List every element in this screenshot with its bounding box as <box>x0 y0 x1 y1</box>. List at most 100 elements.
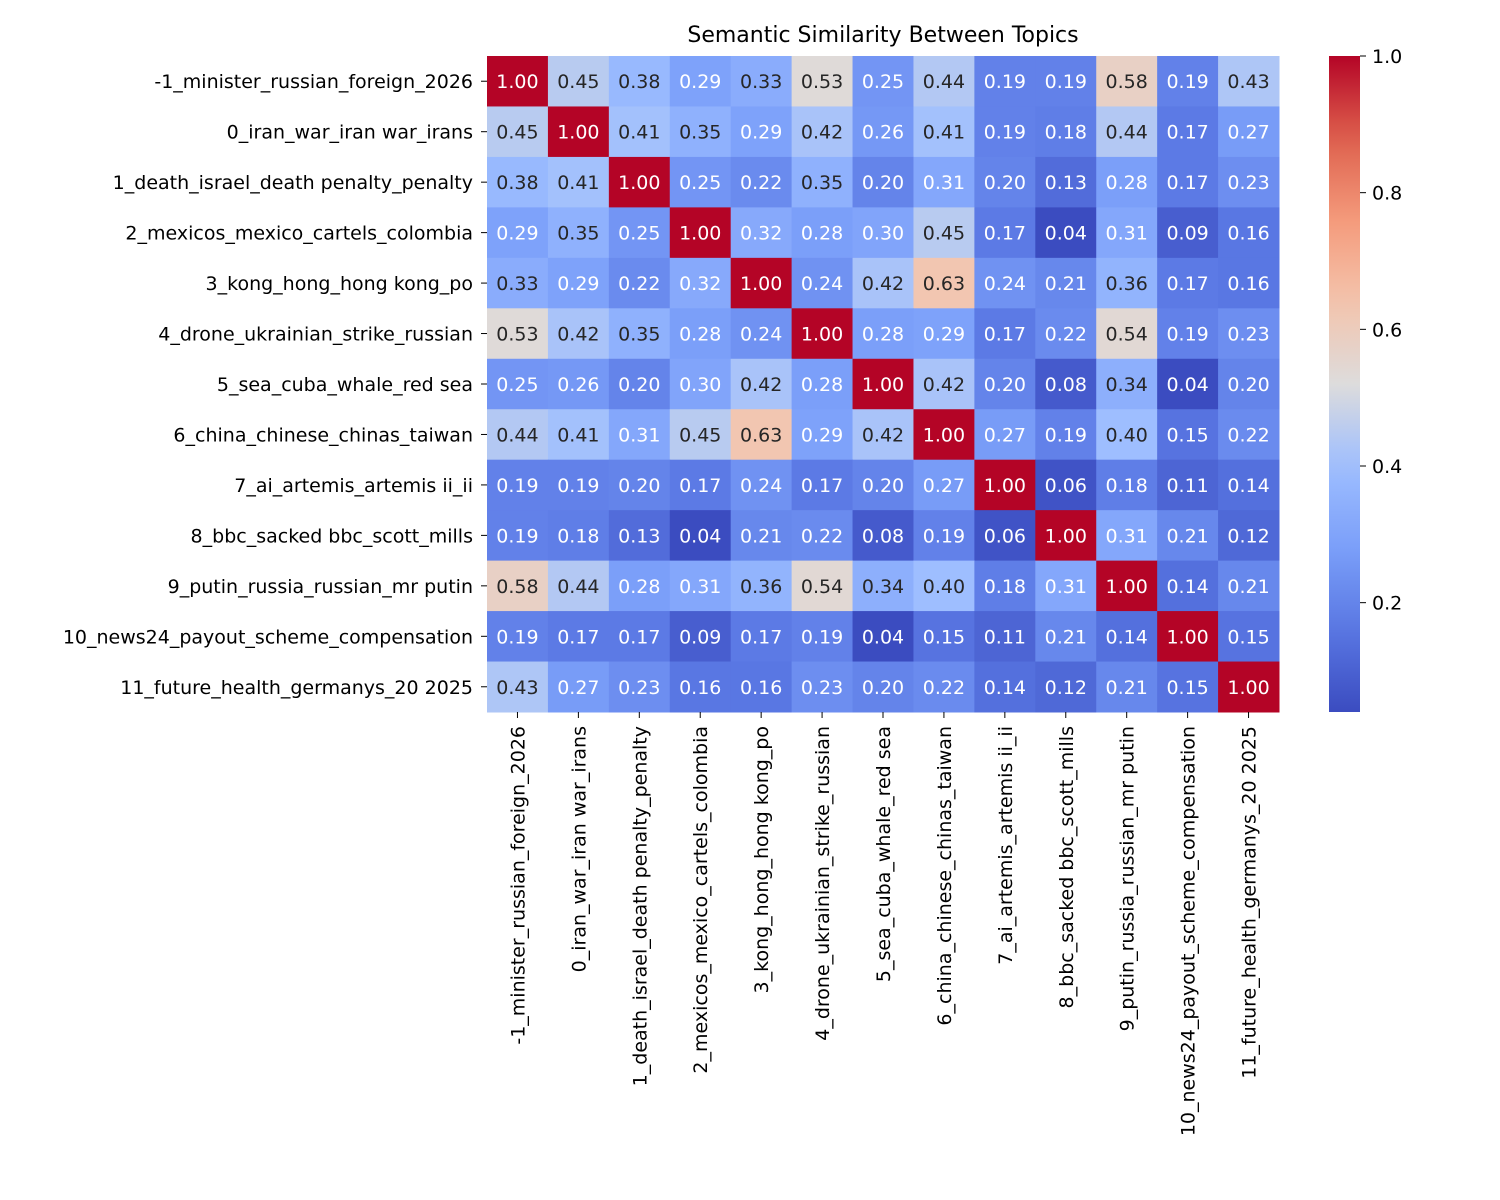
cell-value-label: 0.42 <box>923 374 965 396</box>
heatmap-cell <box>1035 510 1097 562</box>
y-tick-label: 6_china_chinese_chinas_taiwan <box>173 424 473 446</box>
heatmap-cell <box>1035 156 1097 208</box>
heatmap-cell <box>974 56 1036 107</box>
cell-value-label: 0.35 <box>679 122 721 144</box>
cell-value-label: 0.19 <box>496 475 538 497</box>
cell-value-label: 0.15 <box>1166 677 1208 699</box>
cell-value-label: 0.18 <box>984 576 1026 598</box>
heatmap-cell <box>1218 510 1280 562</box>
heatmap-cell <box>487 409 549 461</box>
cell-value-label: 1.00 <box>1166 626 1208 648</box>
cell-value-label: 0.29 <box>923 324 965 346</box>
heatmap-cell <box>669 510 732 562</box>
x-tick-label: 10_news24_payout_scheme_compensation <box>1178 726 1200 1136</box>
heatmap-cell <box>852 106 914 158</box>
cell-value-label: 0.42 <box>801 122 843 144</box>
cell-value-label: 0.12 <box>1227 525 1269 547</box>
cell-value-label: 0.19 <box>1045 71 1087 93</box>
heatmap-cell <box>974 257 1036 309</box>
colorbar-tick-label: 0.2 <box>1372 593 1402 615</box>
x-tick-label: 5_sea_cuba_whale_red sea <box>873 726 895 982</box>
cell-value-label: 0.38 <box>496 172 538 194</box>
y-tick-label: 10_news24_payout_scheme_compensation <box>63 626 473 648</box>
heatmap-cell <box>487 207 549 259</box>
cell-value-label: 0.36 <box>1106 273 1148 295</box>
cell-value-label: 0.19 <box>1166 71 1208 93</box>
heatmap-cell <box>1035 661 1097 713</box>
heatmap-cell <box>608 56 671 107</box>
heatmap-cell <box>669 257 732 309</box>
heatmap-cell <box>1157 661 1219 713</box>
cell-value-label: 0.19 <box>557 475 599 497</box>
heatmap-cell <box>1035 611 1097 663</box>
cell-value-label: 0.22 <box>801 525 843 547</box>
cell-value-label: 0.22 <box>1045 324 1087 346</box>
y-tick-label: 2_mexicos_mexico_cartels_colombia <box>125 223 473 245</box>
cell-value-label: 0.63 <box>923 273 965 295</box>
heatmap-cell <box>974 611 1036 663</box>
cell-value-label: 1.00 <box>1045 525 1087 547</box>
heatmap-cell <box>791 257 854 309</box>
heatmap-cell <box>547 510 610 562</box>
cell-value-label: 0.19 <box>496 525 538 547</box>
cell-value-label: 0.17 <box>557 626 599 648</box>
cell-value-label: 0.28 <box>618 576 660 598</box>
heatmap-cell <box>608 661 671 713</box>
heatmap-cell <box>1035 358 1097 410</box>
heatmap-cell <box>913 257 975 309</box>
cell-value-label: 0.20 <box>984 172 1026 194</box>
cell-value-label: 0.26 <box>557 374 599 396</box>
cell-value-label: 0.34 <box>862 576 904 598</box>
cell-value-label: 0.13 <box>618 525 660 547</box>
colorbar-tick-label: 0.8 <box>1372 183 1402 205</box>
heatmap-cell <box>547 661 610 713</box>
cell-value-label: 0.19 <box>1045 424 1087 446</box>
heatmap-cell <box>1157 56 1219 107</box>
heatmap-cell <box>487 611 549 663</box>
heatmap-cell <box>913 56 975 107</box>
heatmap-cell <box>1218 156 1280 208</box>
cell-value-label: 0.26 <box>862 122 904 144</box>
heatmap-cell <box>1157 358 1219 410</box>
heatmap-cell <box>487 459 549 511</box>
cell-value-label: 0.17 <box>801 475 843 497</box>
cell-value-label: 0.19 <box>496 626 538 648</box>
heatmap-cell <box>1096 510 1158 562</box>
cell-value-label: 0.44 <box>923 71 965 93</box>
cell-value-label: 0.15 <box>923 626 965 648</box>
cell-value-label: 0.21 <box>1106 677 1148 699</box>
cell-value-label: 0.20 <box>862 475 904 497</box>
x-tick-label: 0_iran_war_iran war_irans <box>568 726 590 972</box>
cell-value-label: 0.24 <box>984 273 1026 295</box>
heatmap-cell <box>791 308 854 360</box>
cell-value-label: 1.00 <box>618 172 660 194</box>
heatmap-cell <box>974 409 1036 461</box>
heatmap-cell <box>730 257 793 309</box>
cell-value-label: 0.18 <box>1045 122 1087 144</box>
cell-value-label: 0.22 <box>740 172 782 194</box>
cell-value-label: 0.19 <box>1166 324 1208 346</box>
heatmap-cell <box>608 257 671 309</box>
heatmap-cell <box>608 611 671 663</box>
heatmap-cell <box>852 560 914 612</box>
heatmap-cell <box>730 207 793 259</box>
cell-value-label: 0.12 <box>1045 677 1087 699</box>
heatmap-cell <box>974 308 1036 360</box>
cell-value-label: 0.16 <box>740 677 782 699</box>
heatmap-cell <box>1157 611 1219 663</box>
x-tick-label: 4_drone_ukrainian_strike_russian <box>812 726 834 1041</box>
cell-value-label: 0.14 <box>984 677 1026 699</box>
cell-value-label: 0.33 <box>496 273 538 295</box>
heatmap-cell <box>1096 611 1158 663</box>
heatmap-cell <box>791 56 854 107</box>
cell-value-label: 0.11 <box>1166 475 1208 497</box>
cell-value-label: 0.25 <box>862 71 904 93</box>
y-tick-label: -1_minister_russian_foreign_2026 <box>154 71 473 93</box>
cell-value-label: 0.31 <box>618 424 660 446</box>
heatmap-cell <box>1035 56 1097 107</box>
x-tick-label: -1_minister_russian_foreign_2026 <box>507 726 529 1045</box>
cell-value-label: 0.21 <box>1045 626 1087 648</box>
cell-value-label: 0.09 <box>679 626 721 648</box>
heatmap-cell <box>547 459 610 511</box>
